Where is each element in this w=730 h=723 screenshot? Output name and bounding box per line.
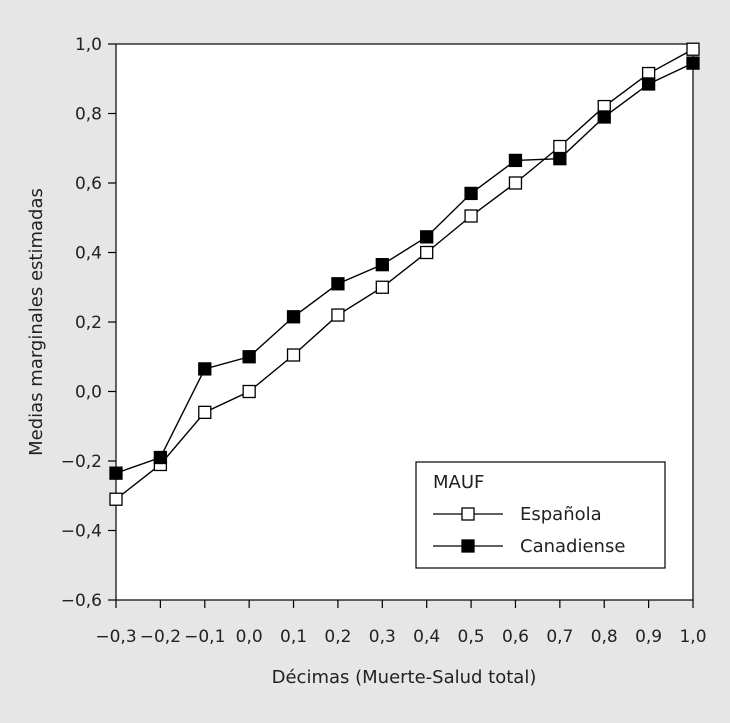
data-point-canadiense xyxy=(420,230,434,244)
series-line-espanola xyxy=(115,48,694,500)
x-tick-label: 0,0 xyxy=(236,627,263,647)
series-line-canadiense xyxy=(115,62,694,474)
x-tick-label: 0,9 xyxy=(635,627,662,647)
data-point-espanola xyxy=(286,348,301,362)
x-axis: −0,3 −0,2 −0,1 0,0 0,1 0,2 0,3 0,4 0,5 0,6 0,7 0,8 0… xyxy=(95,600,707,647)
data-point-espanola xyxy=(198,405,212,420)
data-point-canadiense xyxy=(464,186,478,201)
y-tick-label: 1,0 xyxy=(75,35,102,55)
data-point-canadiense xyxy=(508,153,523,168)
x-tick-label: 0,4 xyxy=(413,627,440,647)
data-point-espanola xyxy=(420,245,434,260)
x-tick-label: 0,2 xyxy=(324,627,351,647)
x-tick-label: 0,3 xyxy=(369,627,396,647)
data-point-canadiense xyxy=(331,277,345,291)
data-point-canadiense xyxy=(109,466,123,480)
legend-marker-espanola xyxy=(461,507,475,521)
x-axis-title: Décimas (Muerte-Salud total) xyxy=(272,667,537,688)
y-tick-label: 0,6 xyxy=(75,174,102,194)
legend: MAUF Española Canadiense xyxy=(415,461,666,569)
legend-marker-canadiense xyxy=(461,539,475,553)
y-tick-label: −0,6 xyxy=(61,591,102,611)
data-point-canadiense xyxy=(641,77,656,91)
data-point-canadiense xyxy=(286,310,301,324)
data-point-canadiense xyxy=(553,152,567,166)
data-point-espanola xyxy=(508,176,523,190)
data-point-espanola xyxy=(375,280,389,294)
data-point-espanola xyxy=(686,42,700,56)
y-axis: −0,6 −0,4 −0,2 0,0 0,2 0,4 0,6 0,8 1,0 xyxy=(61,35,116,611)
data-point-espanola xyxy=(553,139,567,154)
x-tick-label: 0,5 xyxy=(458,627,485,647)
data-point-espanola xyxy=(331,308,345,322)
data-point-canadiense xyxy=(597,110,611,124)
data-point-canadiense xyxy=(686,56,700,70)
y-tick-label: 0,8 xyxy=(75,105,102,125)
x-tick-label: 0,1 xyxy=(280,627,307,647)
legend-label-canadiense: Canadiense xyxy=(520,536,625,557)
x-tick-label: −0,3 xyxy=(95,627,136,647)
x-tick-label: −0,1 xyxy=(184,627,225,647)
legend-box xyxy=(415,461,666,569)
y-tick-label: 0,0 xyxy=(75,383,102,403)
y-tick-label: 0,4 xyxy=(75,244,102,264)
data-point-espanola xyxy=(242,384,256,399)
legend-label-espanola: Española xyxy=(520,504,602,525)
data-point-canadiense xyxy=(153,450,168,465)
data-point-canadiense xyxy=(242,350,256,364)
series-layer xyxy=(109,42,700,506)
x-tick-label: 0,6 xyxy=(502,627,529,647)
x-tick-label: 0,8 xyxy=(591,627,618,647)
x-tick-label: 0,7 xyxy=(546,627,573,647)
data-point-espanola xyxy=(109,492,123,506)
data-point-canadiense xyxy=(198,362,212,376)
y-axis-title: Medias marginales estimadas xyxy=(26,188,47,456)
x-tick-label: −0,2 xyxy=(140,627,181,647)
data-point-canadiense xyxy=(375,258,389,272)
y-tick-label: −0,2 xyxy=(61,452,102,472)
y-tick-label: −0,4 xyxy=(61,522,102,542)
y-tick-label: 0,2 xyxy=(75,313,102,333)
data-point-espanola xyxy=(464,209,478,223)
legend-title: MAUF xyxy=(433,472,484,493)
x-tick-label: 1,0 xyxy=(679,627,706,647)
